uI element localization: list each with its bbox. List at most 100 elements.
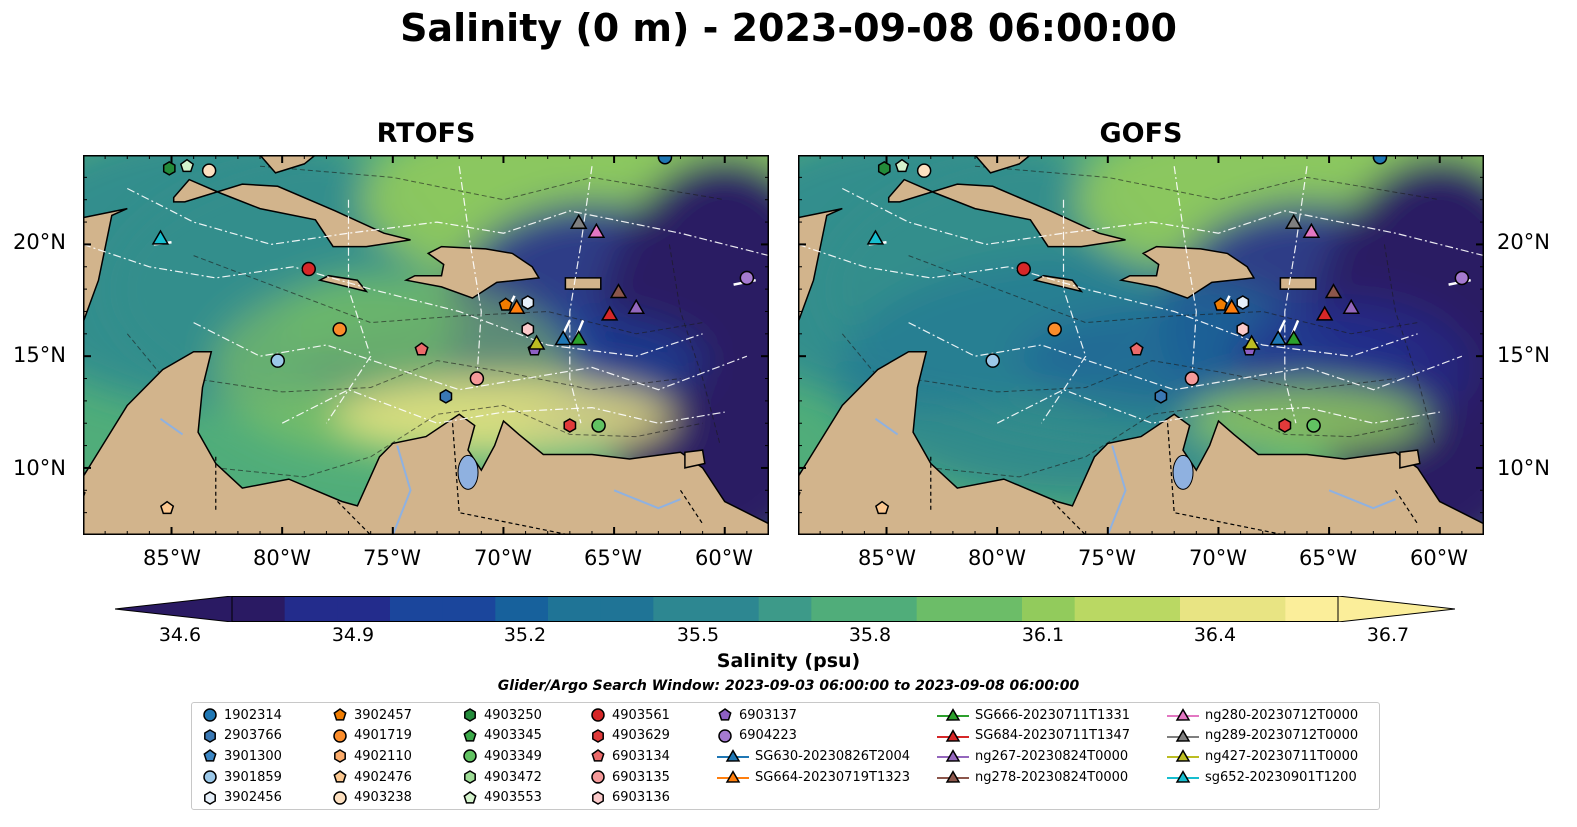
colorbar-segment xyxy=(1232,596,1286,622)
land-mass xyxy=(83,350,769,535)
legend-marker-icon xyxy=(1167,770,1199,783)
legend-marker-icon xyxy=(937,749,969,763)
legend-item: 4903250 xyxy=(462,705,542,725)
eez-boundary xyxy=(1284,166,1308,424)
argo-float-marker xyxy=(332,322,347,337)
legend-item-label: 4903238 xyxy=(354,790,412,806)
rtofs-salinity-map xyxy=(83,155,769,535)
legend-item: 4903561 xyxy=(590,705,670,725)
legend-item-label: 3902456 xyxy=(224,790,282,806)
legend-item-label: 3901300 xyxy=(224,748,282,764)
legend-item: 6904223 xyxy=(717,726,797,746)
legend-item-label: 6903135 xyxy=(612,769,670,785)
legend-marker-icon xyxy=(204,790,216,805)
eez-boundary xyxy=(798,243,1418,357)
legend-marker-shape xyxy=(204,790,216,805)
legend-marker-shape xyxy=(725,749,741,763)
legend-item: 4902110 xyxy=(332,746,412,766)
legend-item-label: 3901859 xyxy=(224,769,282,785)
land-mass xyxy=(564,277,602,290)
argo-float-marker xyxy=(469,371,485,386)
argo-float-marker xyxy=(521,322,535,337)
legend-marker-shape xyxy=(334,749,346,764)
river xyxy=(391,445,412,535)
lon-label-60w-left: 60°W xyxy=(695,546,753,570)
glider-marker xyxy=(1284,213,1303,229)
colorbar-outline xyxy=(231,596,1339,622)
legend-item: 1902314 xyxy=(202,705,282,725)
panel-title-rtofs: RTOFS xyxy=(376,118,476,149)
legend-marker-icon xyxy=(717,770,749,783)
colorbar-tick-34-9: 34.9 xyxy=(331,624,375,646)
lon-label-70w-left: 70°W xyxy=(474,546,532,570)
legend-item-label: 4903250 xyxy=(484,707,542,723)
legend-item: sg652-20230901T1200 xyxy=(1167,767,1357,787)
colorbar-segment xyxy=(600,596,654,622)
eez-boundary xyxy=(908,322,1463,391)
legend-item-label: 4903472 xyxy=(484,769,542,785)
legend-item: 4903238 xyxy=(332,788,412,808)
legend-item: SG664-20230719T1323 xyxy=(717,767,910,787)
colorbar-segment xyxy=(653,596,707,622)
colorbar-tick-34-6: 34.6 xyxy=(158,624,202,646)
colorbar-tick-36-7: 36.7 xyxy=(1366,624,1410,646)
colorbar-segment xyxy=(1180,596,1234,622)
eez-boundary xyxy=(127,187,769,257)
argo-float-marker xyxy=(160,500,175,515)
legend-item: 6903136 xyxy=(590,788,670,808)
eez-boundary xyxy=(83,243,703,357)
legend-marker-icon xyxy=(591,749,605,763)
eez-boundary xyxy=(281,389,725,424)
legend-item-label: 3902457 xyxy=(354,707,412,723)
bathymetry-contour xyxy=(908,360,1396,393)
argo-float-marker xyxy=(414,342,429,356)
colorbar-segment xyxy=(495,596,549,622)
legend-marker-shape xyxy=(333,791,347,805)
argo-float-marker xyxy=(739,270,755,286)
eez-boundary xyxy=(193,322,748,391)
eez-boundary xyxy=(1173,166,1197,379)
colorbar-extend-low xyxy=(115,596,233,622)
glider-marker xyxy=(569,213,588,229)
legend-item: 2903766 xyxy=(202,726,282,746)
colorbar-segment xyxy=(864,596,918,622)
glider-marker xyxy=(1223,298,1241,314)
legend-item: SG666-20230711T1331 xyxy=(937,705,1130,725)
legend-marker-icon xyxy=(463,749,477,764)
legend-marker-icon xyxy=(333,791,347,805)
legend-item-label: 4903629 xyxy=(612,728,670,744)
legend-marker-icon xyxy=(937,728,969,742)
legend-marker-icon xyxy=(591,708,605,722)
lat-label-15n-right: 15°N xyxy=(1497,343,1550,367)
legend-marker-shape xyxy=(1175,728,1191,742)
legend-marker-icon xyxy=(203,749,217,763)
legend-marker-icon xyxy=(333,728,347,743)
legend-marker-icon xyxy=(592,790,604,805)
country-border xyxy=(451,423,570,535)
argo-float-marker xyxy=(563,418,577,433)
argo-float-marker xyxy=(1278,418,1292,433)
lat-label-10n-left: 10°N xyxy=(13,456,66,480)
legend-marker-icon xyxy=(718,708,732,721)
legend-item-label: 4903561 xyxy=(612,707,670,723)
colorbar-tick-36-4: 36.4 xyxy=(1193,624,1237,646)
glider-marker xyxy=(1324,283,1343,299)
land-mass xyxy=(172,178,411,248)
argo-float-marker xyxy=(894,158,910,173)
colorbar-segment xyxy=(969,596,1023,622)
country-border xyxy=(1052,501,1087,535)
legend-marker-icon xyxy=(334,749,346,764)
colorbar-segment xyxy=(548,596,602,622)
legend-marker-shape xyxy=(333,708,347,721)
argo-float-marker xyxy=(301,261,316,277)
glider-marker xyxy=(508,298,526,314)
legend-item-label: 4902476 xyxy=(354,769,412,785)
colorbar-segment xyxy=(232,596,286,622)
legend-marker-icon xyxy=(591,770,605,784)
river xyxy=(1106,445,1127,535)
legend-marker-icon xyxy=(333,708,347,721)
eez-boundary xyxy=(842,187,1484,257)
legend-marker-icon xyxy=(464,770,476,784)
legend-marker-shape xyxy=(945,749,961,763)
legend-marker-shape xyxy=(1175,770,1191,783)
